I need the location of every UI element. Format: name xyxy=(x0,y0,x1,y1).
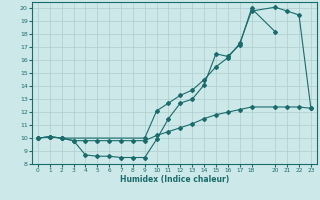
X-axis label: Humidex (Indice chaleur): Humidex (Indice chaleur) xyxy=(120,175,229,184)
